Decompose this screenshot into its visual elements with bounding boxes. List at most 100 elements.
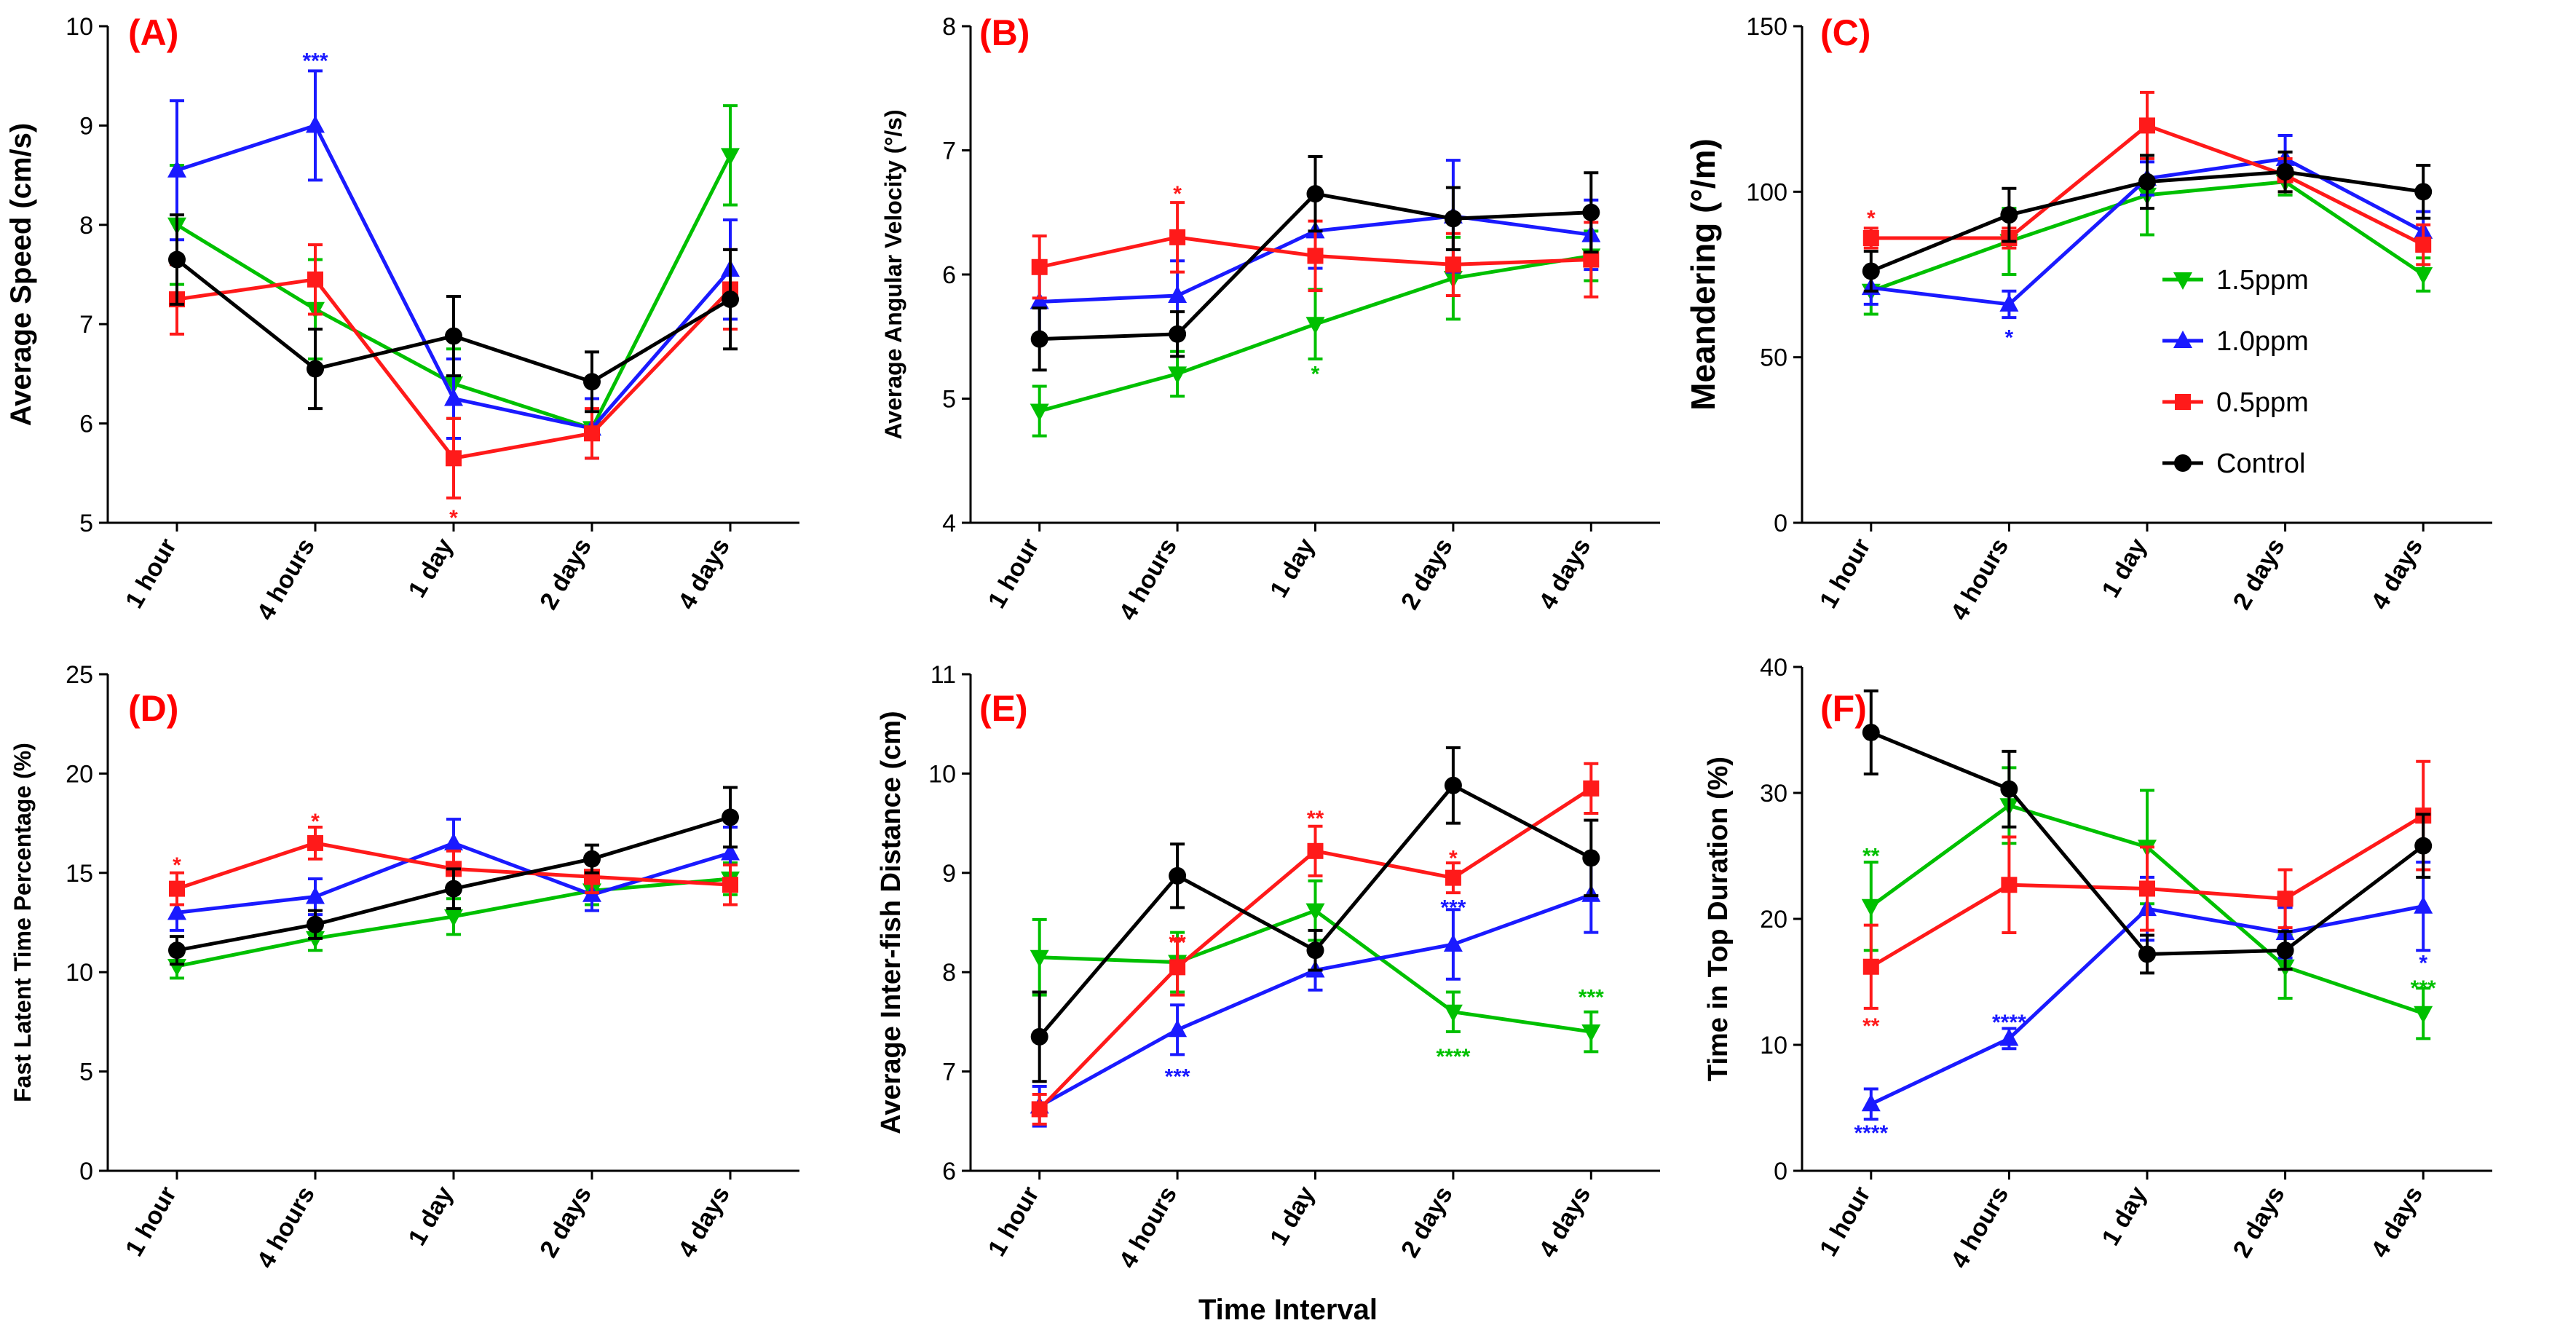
legend-item-0-5ppm: 0.5ppm: [2162, 387, 2309, 418]
y-tick-label: 10: [66, 13, 93, 41]
y-tick-label: 10: [66, 959, 93, 987]
x-tick-label: 1 hour: [1814, 534, 1876, 613]
data-point: [444, 909, 463, 927]
significance-label: *: [311, 810, 320, 834]
data-point: [1168, 366, 1188, 384]
panel-label: (D): [128, 688, 178, 729]
legend-item-Control: Control: [2162, 449, 2306, 479]
y-tick-label: 11: [931, 661, 956, 689]
x-tick-label: 2 days: [534, 534, 597, 615]
y-tick-label: 5: [79, 510, 93, 537]
y-axis-label: Time in Top Duration (%): [1703, 757, 1734, 1081]
data-point: [2138, 945, 2156, 963]
y-tick-label: 10: [928, 760, 956, 788]
significance-label: **: [1862, 845, 1880, 869]
series-Control: [168, 786, 739, 966]
significance-label: *: [1867, 207, 1876, 231]
x-tick-label: 4 days: [2366, 1182, 2428, 1263]
legend-marker: [2173, 272, 2192, 290]
data-point: [1030, 330, 1048, 348]
panel-label: (B): [979, 12, 1030, 53]
legend-label: 1.0ppm: [2216, 326, 2309, 357]
x-tick-label: 4 hours: [1945, 1182, 2014, 1273]
panel-b: 4 5 6 7 8 1 hour 4 hours 1 day 2 days 4 days Avera…: [880, 12, 1660, 625]
y-axis-label: Fast Latent Time Percentage (%): [9, 743, 36, 1102]
data-point: [1307, 842, 1324, 859]
data-point: [169, 880, 185, 897]
x-tick-label: 1 day: [1265, 534, 1320, 602]
data-point: [722, 877, 738, 893]
significance-label: ***: [1165, 1065, 1190, 1089]
panel-a: 5 6 7 8 9 10 1 hour 4 hours 1 day 2 days 4 days Ave…: [5, 12, 799, 625]
series-Control: [1030, 746, 1600, 1083]
significance-label: ***: [1440, 896, 1466, 920]
data-point: [444, 388, 463, 406]
significance-label: *: [2419, 952, 2427, 976]
data-point: [445, 327, 462, 345]
data-point: [1168, 285, 1188, 303]
x-axis-title: Time Interval: [1198, 1294, 1378, 1326]
significance-label: ***: [1579, 985, 1604, 1009]
significance-label: *: [1449, 846, 1458, 870]
y-tick-label: 50: [1760, 344, 1787, 372]
data-point: [584, 425, 600, 442]
legend-label: Control: [2216, 449, 2306, 479]
data-point: [2139, 880, 2155, 897]
y-tick-label: 9: [79, 112, 93, 140]
data-point: [1307, 248, 1324, 264]
legend-label: 1.5ppm: [2216, 265, 2309, 296]
data-point: [1169, 229, 1186, 245]
x-tick-label: 1 day: [2097, 1182, 2152, 1250]
data-point: [1169, 325, 1187, 343]
y-tick-label: 6: [79, 411, 93, 438]
significance-label: *: [449, 506, 458, 530]
legend-marker: [2173, 331, 2192, 348]
significance-label: ***: [2411, 976, 2436, 1000]
y-axis-label: Average Angular Velocity (°/s): [880, 109, 906, 439]
data-point: [306, 886, 325, 904]
x-tick-label: 1 hour: [983, 534, 1045, 613]
x-tick-label: 2 days: [1396, 534, 1458, 615]
y-tick-label: 7: [79, 311, 93, 339]
x-tick-label: 2 days: [2228, 1182, 2291, 1263]
x-tick-label: 2 days: [534, 1182, 597, 1263]
data-point: [446, 450, 462, 467]
y-tick-label: 5: [79, 1059, 93, 1086]
data-point: [2414, 267, 2433, 285]
data-point: [1444, 210, 1462, 228]
x-tick-label: 4 days: [1533, 1182, 1596, 1263]
y-tick-label: 6: [942, 1158, 956, 1185]
x-tick-label: 1 day: [403, 1182, 459, 1250]
data-point: [1999, 1028, 2019, 1046]
y-tick-label: 8: [942, 959, 956, 987]
y-tick-label: 20: [66, 760, 93, 788]
data-point: [1305, 903, 1325, 921]
x-tick-label: 1 day: [1265, 1182, 1320, 1250]
data-point: [307, 915, 324, 933]
data-point: [307, 360, 324, 378]
data-point: [2000, 780, 2018, 798]
y-tick-label: 8: [942, 13, 956, 41]
data-point: [1445, 869, 1461, 886]
y-tick-label: 30: [1760, 780, 1787, 807]
data-point: [2277, 890, 2293, 907]
data-point: [1305, 317, 1325, 335]
data-point: [2414, 896, 2433, 914]
data-point: [583, 850, 601, 868]
series-Control: [1862, 689, 2433, 975]
data-point: [444, 832, 463, 850]
y-tick-label: 8: [79, 212, 93, 240]
data-point: [2000, 206, 2018, 224]
data-point: [1583, 780, 1600, 797]
data-point: [1445, 256, 1461, 273]
data-point: [1583, 251, 1600, 268]
data-point: [167, 902, 186, 920]
x-tick-label: 1 hour: [983, 1182, 1045, 1261]
data-point: [2414, 1006, 2433, 1024]
y-tick-label: 6: [942, 261, 956, 289]
panel-label: (F): [1820, 688, 1867, 729]
panel-c: 0 50 100 150 1 hour 4 hours 1 day 2 days 4 days M…: [1684, 12, 2492, 625]
data-point: [307, 834, 323, 851]
data-point: [445, 880, 462, 898]
